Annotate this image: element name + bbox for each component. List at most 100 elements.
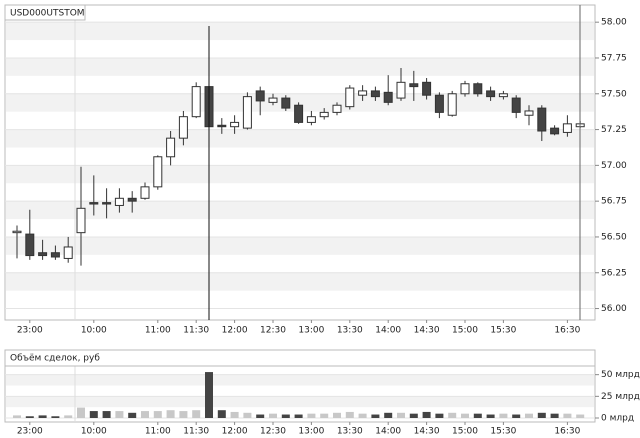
- volume-bar: [499, 413, 508, 418]
- volume-bar: [333, 412, 341, 418]
- candle-body: [12, 230, 22, 234]
- candle-body: [524, 110, 534, 116]
- candle-body: [434, 94, 444, 113]
- grid-band: [6, 396, 594, 408]
- candle-body: [242, 96, 252, 129]
- volume-bar: [77, 407, 85, 418]
- volume-bar: [512, 414, 521, 418]
- candle-body: [396, 81, 406, 99]
- volume-bar: [217, 410, 226, 418]
- x-tick-label: 15:00: [452, 427, 478, 437]
- candle-body: [383, 91, 393, 103]
- x-tick-label: 12:30: [260, 427, 286, 437]
- volume-bar: [38, 415, 47, 418]
- candle-body: [127, 197, 137, 202]
- y-tick-label: 56.00: [601, 304, 627, 314]
- x-tick-label: 14:00: [375, 427, 401, 437]
- volume-bar: [448, 412, 457, 418]
- y-tick-label: 50 млрд: [601, 370, 640, 380]
- y-tick-label: 57.75: [601, 53, 627, 63]
- volume-bar: [550, 413, 559, 418]
- x-tick-label: 11:30: [183, 326, 209, 336]
- volume-bar: [269, 413, 277, 418]
- candle-body: [89, 202, 99, 205]
- candle-body: [460, 83, 470, 95]
- volume-title: Объём сделок, руб: [10, 354, 100, 364]
- candle-body: [102, 202, 112, 205]
- volume-bar: [166, 410, 175, 418]
- volume-bar: [256, 414, 265, 418]
- volume-bar: [64, 415, 73, 418]
- candle-body: [409, 83, 419, 88]
- volume-bar: [307, 413, 316, 418]
- x-tick-label: 13:30: [337, 326, 363, 336]
- candle-body: [370, 90, 380, 98]
- volume-bar: [102, 411, 111, 418]
- title-box: [4, 4, 86, 21]
- candle-body: [511, 97, 521, 113]
- candle-body: [63, 246, 73, 259]
- candle-body: [358, 90, 368, 96]
- y-tick-label: 57.00: [601, 161, 627, 171]
- volume-bar: [51, 416, 60, 418]
- volume-bar: [192, 410, 201, 418]
- volume-bar: [537, 412, 546, 418]
- candle-body: [230, 121, 240, 128]
- x-tick-label: 12:00: [222, 326, 248, 336]
- volume-bar: [25, 416, 34, 418]
- candle-body: [268, 97, 278, 103]
- volume-bar: [345, 411, 354, 418]
- y-tick-label: 58.00: [601, 18, 627, 28]
- x-tick-label: 12:00: [222, 427, 248, 437]
- x-tick-label: 12:30: [260, 326, 286, 336]
- candle-body: [166, 137, 176, 158]
- candle-body: [50, 252, 60, 258]
- y-tick-label: 56.25: [601, 268, 627, 278]
- y-tick-label: 56.75: [601, 197, 627, 207]
- volume-bar: [563, 413, 572, 418]
- volume-bar: [13, 415, 21, 418]
- volume-bar: [358, 413, 367, 418]
- volume-bar: [294, 414, 303, 418]
- grid-band: [6, 201, 594, 220]
- volume-bar: [371, 414, 380, 418]
- grid-band: [6, 272, 594, 291]
- volume-bar: [576, 414, 585, 418]
- volume-bar: [409, 413, 418, 418]
- x-tick-label: 15:00: [452, 326, 478, 336]
- x-tick-label: 13:00: [298, 427, 324, 437]
- x-tick-label: 10:00: [81, 326, 107, 336]
- y-tick-label: 56.50: [601, 232, 627, 242]
- volume-bar: [422, 411, 431, 418]
- volume-bar: [230, 411, 239, 418]
- candle-body: [550, 127, 560, 135]
- x-tick-label: 10:00: [81, 427, 107, 437]
- grid-band: [6, 57, 594, 76]
- candle-body: [140, 186, 150, 199]
- candle-body: [537, 107, 547, 132]
- volume-bar: [115, 411, 124, 418]
- candle-body: [447, 93, 457, 116]
- volume-bar: [153, 411, 162, 418]
- candle-body: [486, 90, 496, 98]
- volume-bar: [461, 413, 469, 418]
- x-tick-label: 13:00: [298, 326, 324, 336]
- volume-bar: [205, 372, 213, 418]
- chart-title: USD000UTSTOM: [10, 9, 85, 19]
- volume-panel: [4, 349, 596, 423]
- candle-body: [191, 86, 201, 118]
- candle-body: [294, 104, 304, 123]
- x-tick-label: 15:30: [490, 427, 516, 437]
- candle-body: [76, 207, 86, 234]
- x-tick-label: 11:30: [183, 427, 209, 437]
- volume-bar: [320, 413, 329, 418]
- candle-body: [562, 123, 572, 133]
- candle-body: [153, 156, 163, 188]
- x-tick-label: 11:00: [145, 326, 171, 336]
- x-tick-label: 13:30: [337, 427, 363, 437]
- y-tick-label: 57.25: [601, 125, 627, 135]
- grid-band: [6, 374, 594, 386]
- x-tick-label: 16:30: [554, 427, 580, 437]
- volume-bar: [281, 414, 290, 418]
